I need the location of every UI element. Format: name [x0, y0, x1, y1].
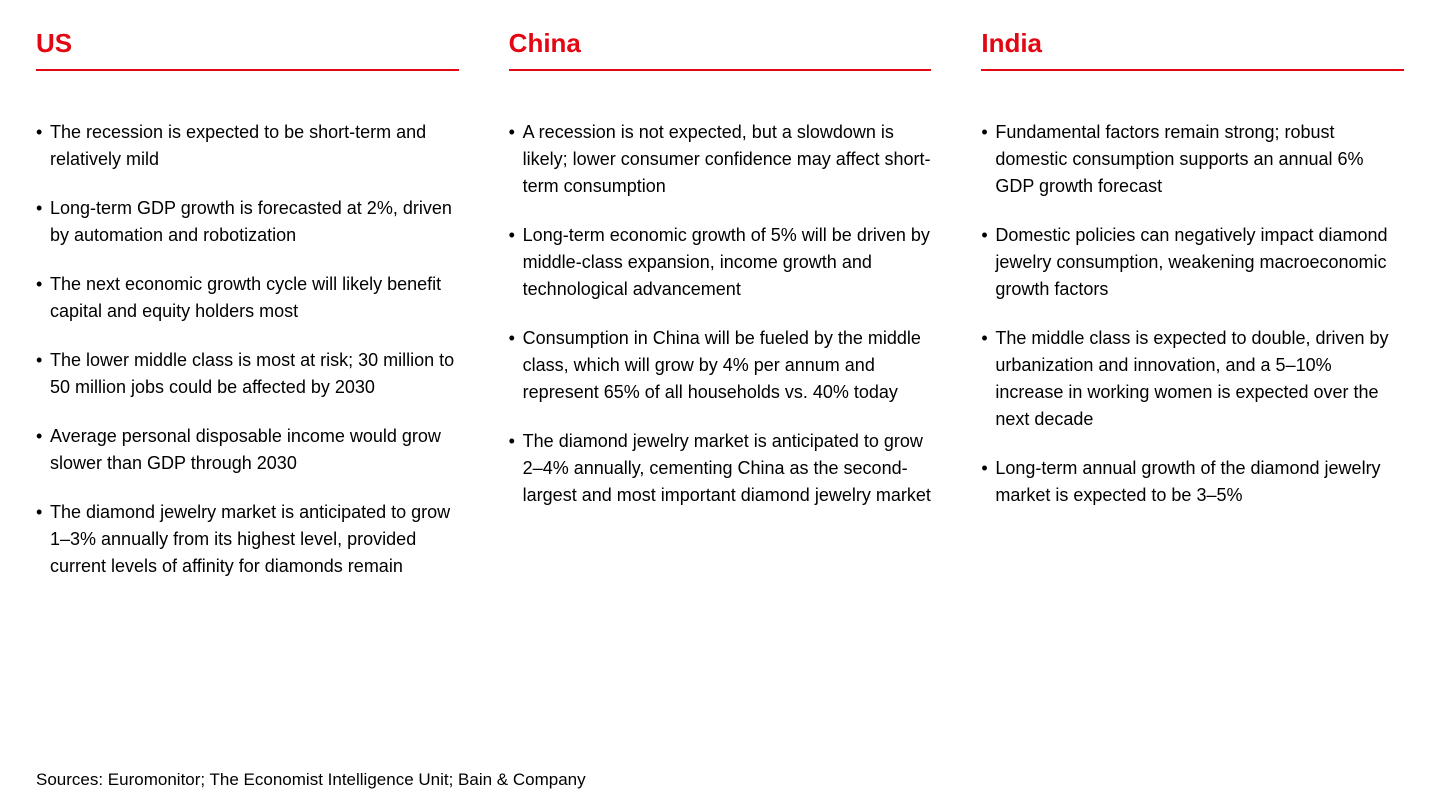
column-china: China A recession is not expected, but a… — [509, 28, 932, 602]
column-india: India Fundamental factors remain strong;… — [981, 28, 1404, 602]
column-title-india: India — [981, 28, 1404, 71]
bullet-list-china: A recession is not expected, but a slowd… — [509, 119, 932, 509]
column-title-china: China — [509, 28, 932, 71]
column-title-us: US — [36, 28, 459, 71]
list-item: Long-term GDP growth is forecasted at 2%… — [36, 195, 459, 249]
list-item: The middle class is expected to double, … — [981, 325, 1404, 433]
list-item: The next economic growth cycle will like… — [36, 271, 459, 325]
list-item: Average personal disposable income would… — [36, 423, 459, 477]
list-item: Long-term annual growth of the diamond j… — [981, 455, 1404, 509]
list-item: Fundamental factors remain strong; robus… — [981, 119, 1404, 200]
list-item: Consumption in China will be fueled by t… — [509, 325, 932, 406]
sources-line: Sources: Euromonitor; The Economist Inte… — [36, 770, 586, 790]
columns-container: US The recession is expected to be short… — [36, 28, 1404, 602]
list-item: The lower middle class is most at risk; … — [36, 347, 459, 401]
list-item: The recession is expected to be short-te… — [36, 119, 459, 173]
list-item: The diamond jewelry market is anticipate… — [36, 499, 459, 580]
bullet-list-us: The recession is expected to be short-te… — [36, 119, 459, 580]
list-item: Long-term economic growth of 5% will be … — [509, 222, 932, 303]
list-item: The diamond jewelry market is anticipate… — [509, 428, 932, 509]
list-item: Domestic policies can negatively impact … — [981, 222, 1404, 303]
column-us: US The recession is expected to be short… — [36, 28, 459, 602]
list-item: A recession is not expected, but a slowd… — [509, 119, 932, 200]
bullet-list-india: Fundamental factors remain strong; robus… — [981, 119, 1404, 509]
